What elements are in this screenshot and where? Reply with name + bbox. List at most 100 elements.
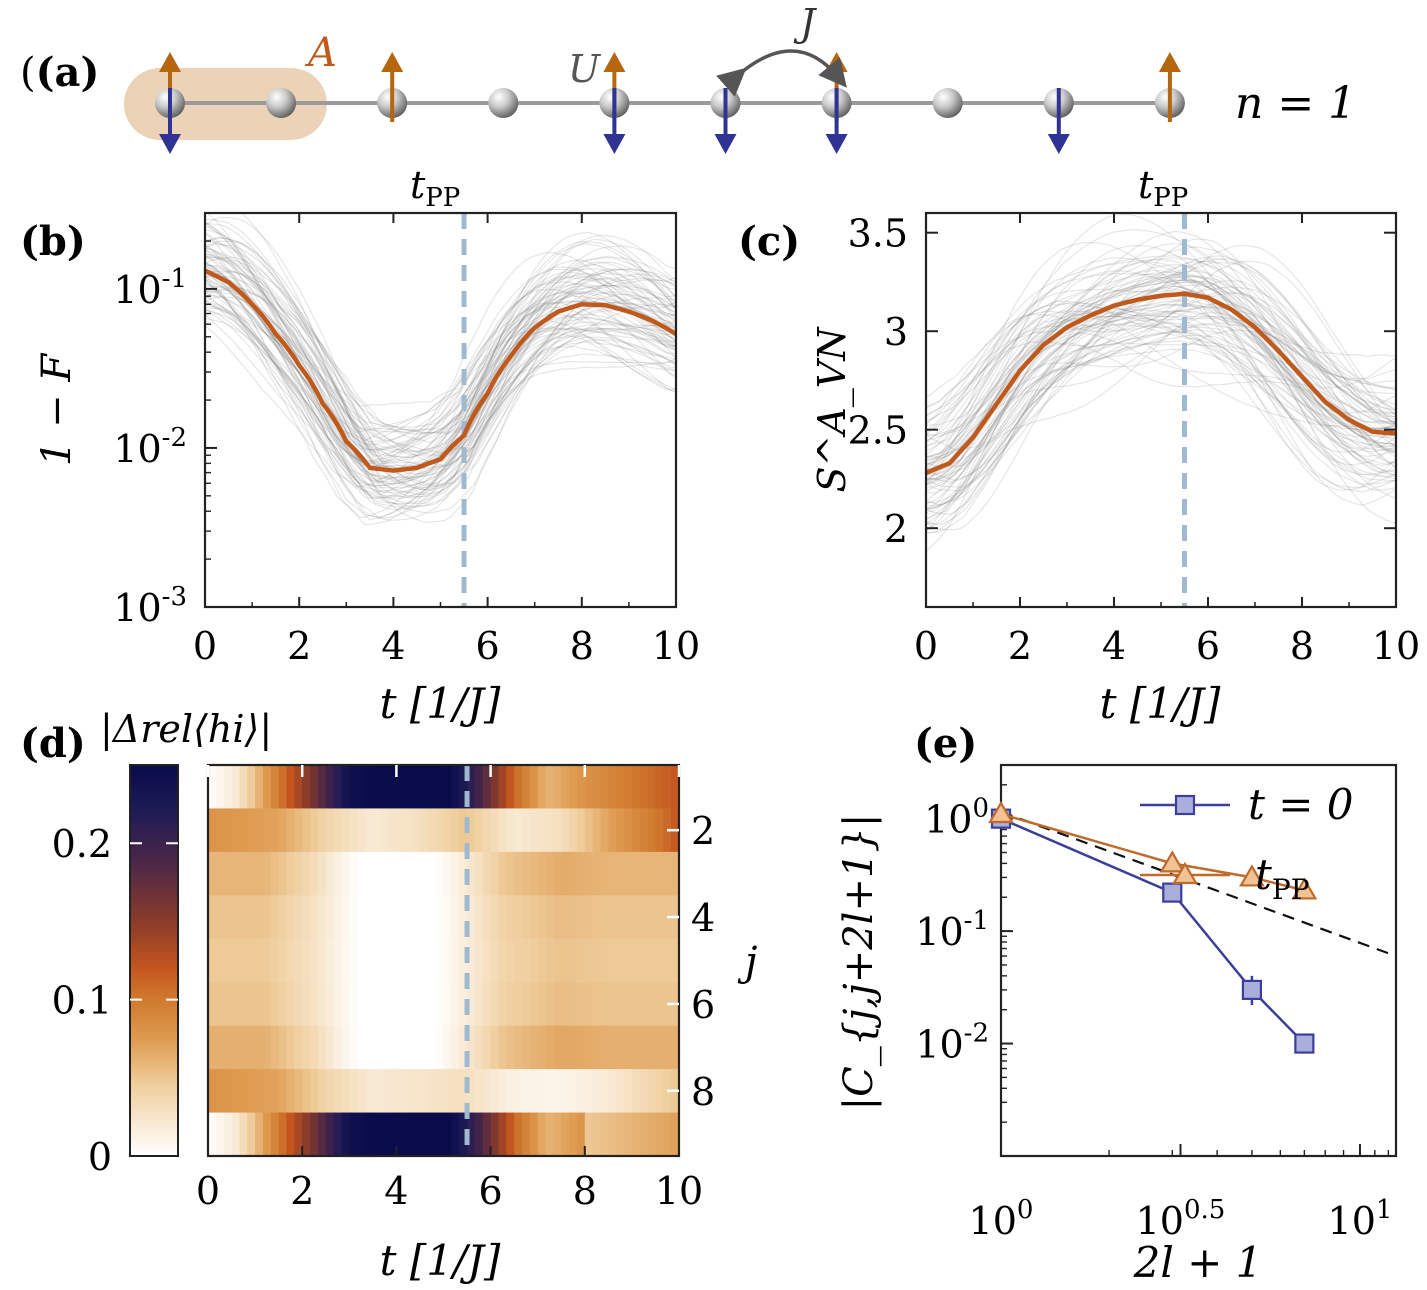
heatmap-cell <box>286 851 295 896</box>
heatmap-cell <box>223 1069 233 1114</box>
heatmap-cell <box>671 1025 680 1070</box>
panel-c-traces <box>926 213 1396 553</box>
heatmap-cell <box>561 808 570 853</box>
heatmap-cell <box>302 765 311 810</box>
panel-e-series <box>988 800 1397 1054</box>
trace-line <box>926 257 1396 469</box>
heatmap-cell <box>215 1112 225 1157</box>
heatmap-cell <box>239 765 248 810</box>
heatmap-cell <box>302 1112 311 1157</box>
heatmap-cell <box>443 895 452 940</box>
heatmap-cell <box>498 851 507 896</box>
heatmap-cell <box>584 851 594 896</box>
x-tick-label: 4 <box>384 1169 408 1213</box>
spin-up-arrowhead-icon <box>603 52 626 72</box>
trace-line <box>205 245 676 451</box>
heatmap-cell <box>576 1069 586 1114</box>
y-tick-label: 10-2 <box>915 1019 989 1067</box>
trace-line <box>205 302 676 505</box>
heatmap-cell <box>310 808 319 853</box>
trace-line <box>926 255 1396 433</box>
heatmap-cell <box>349 982 358 1027</box>
heatmap-cell <box>412 808 421 853</box>
heatmap-cell <box>215 982 225 1027</box>
heatmap-cell <box>278 1069 288 1114</box>
heatmap-cell <box>294 1069 303 1114</box>
heatmap-cell <box>655 1112 664 1157</box>
heatmap-cell <box>255 851 264 896</box>
heatmap-cell <box>639 765 649 810</box>
y-tick-label: 100 <box>924 794 989 842</box>
panel-c-mean-curve <box>926 291 1396 476</box>
panel-a-label: ((a) <box>20 49 99 96</box>
heatmap-cell <box>592 1112 602 1157</box>
trace-line <box>205 296 676 514</box>
heatmap-cell <box>208 808 217 853</box>
heatmap-cell <box>545 895 554 940</box>
heatmap-cell <box>443 765 452 810</box>
heatmap-cell <box>631 1069 641 1114</box>
heatmap-cell <box>529 938 539 983</box>
heatmap-cell <box>215 851 225 896</box>
heatmap-cell <box>404 808 413 853</box>
series-t0-line <box>1000 817 1306 1045</box>
heatmap-cell <box>467 1069 476 1114</box>
heatmap-cell <box>655 938 664 983</box>
heatmap-cell <box>451 1069 460 1114</box>
trace-line <box>205 295 676 499</box>
heatmap-cell <box>349 851 358 896</box>
heatmap-cell <box>490 895 500 940</box>
heatmap-cell <box>388 982 397 1027</box>
heatmap-cell <box>459 808 468 853</box>
heatmap-cell <box>616 938 625 983</box>
heatmap-cell <box>467 1112 476 1157</box>
heatmap-cell <box>419 808 429 853</box>
heatmap-cell <box>404 765 413 810</box>
heatmap-cell <box>325 1025 335 1070</box>
trace-line <box>926 315 1396 525</box>
heatmap-cell <box>474 765 484 810</box>
heatmap-cell <box>317 938 327 983</box>
heatmap-cell <box>545 1112 554 1157</box>
heatmap-cell <box>561 1112 570 1157</box>
trace-line <box>205 285 676 486</box>
heatmap-cell <box>341 765 350 810</box>
trace-line <box>205 251 676 428</box>
heatmap-cell <box>459 1069 468 1114</box>
heatmap-cell <box>357 982 366 1027</box>
heatmap-cell <box>325 1069 335 1114</box>
heatmap-cell <box>537 1025 547 1070</box>
trace-line <box>205 300 676 521</box>
panel-e-label: (e) <box>914 720 977 767</box>
trace-line <box>205 240 676 498</box>
heatmap-cell <box>325 765 335 810</box>
heatmap-cell <box>365 938 374 983</box>
heatmap-cell <box>380 1112 390 1157</box>
site-ball-8 <box>932 88 963 118</box>
heatmap-cell <box>671 1112 680 1157</box>
heatmap-cell <box>647 982 657 1027</box>
heatmap-cell <box>435 808 445 853</box>
heatmap-cell <box>569 851 578 896</box>
heatmap-cell <box>600 851 609 896</box>
heatmap-cell <box>553 895 562 940</box>
heatmap-cell <box>278 1112 288 1157</box>
heatmap-cell <box>302 808 311 853</box>
heatmap-cell <box>427 1025 437 1070</box>
trace-line <box>926 300 1396 484</box>
heatmap-cell <box>529 1025 539 1070</box>
heatmap-cell <box>647 1112 657 1157</box>
heatmap-cell <box>569 895 578 940</box>
trace-line <box>926 331 1396 505</box>
y-tick-label: 3.5 <box>848 212 908 256</box>
x-tick-label: 8 <box>570 624 594 668</box>
trace-line <box>205 270 676 519</box>
heatmap-cell <box>506 765 515 810</box>
heatmap-cell <box>663 938 672 983</box>
heatmap-cell <box>231 895 240 940</box>
panel-c-ticks: 0 2 4 6 8 10 2 2.5 3 3.5 <box>848 212 1421 668</box>
heatmap-cell <box>655 1069 664 1114</box>
heatmap-cell <box>380 851 390 896</box>
heatmap-cell <box>255 808 264 853</box>
heatmap-cell <box>317 765 327 810</box>
